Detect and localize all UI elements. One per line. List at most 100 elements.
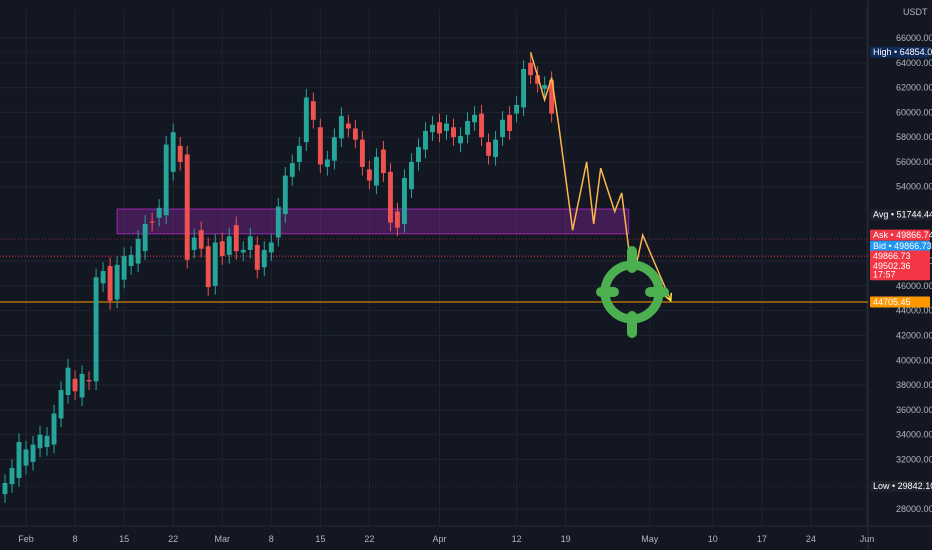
high-price-tag: High • 64854.00	[870, 46, 932, 58]
candle	[303, 88, 309, 151]
candle	[486, 133, 492, 165]
candle-body	[507, 114, 513, 131]
time-tick-label: May	[641, 534, 659, 544]
time-tick-label: Jun	[860, 534, 875, 544]
candle	[2, 474, 8, 503]
high-tag-bg	[870, 46, 930, 58]
candle	[479, 104, 484, 146]
candle	[401, 169, 407, 233]
candle	[128, 246, 134, 275]
price-tick-label: 32000.00	[896, 454, 932, 464]
candle-body	[387, 171, 393, 223]
candle	[352, 119, 358, 149]
bid-tag-bg	[870, 240, 930, 252]
candle	[493, 130, 499, 166]
time-tick-label: 24	[806, 534, 816, 544]
candle	[542, 76, 548, 98]
candle	[100, 262, 106, 293]
candle	[247, 227, 253, 259]
time-tick-label: Apr	[432, 534, 446, 544]
candle-body	[472, 114, 477, 123]
candle-body	[240, 249, 246, 253]
candle-body	[521, 68, 527, 108]
candle-body	[324, 159, 330, 167]
target-tag-text: 44705.45	[873, 297, 911, 307]
candle-body	[51, 413, 57, 445]
candle-body	[30, 444, 36, 462]
time-tick-label: 22	[364, 534, 374, 544]
target-price-tag: 44705.45	[870, 296, 930, 308]
horizontal-lines	[0, 51, 868, 487]
time-tick-label: Feb	[18, 534, 34, 544]
candle-body	[289, 163, 295, 177]
candle-body	[100, 271, 106, 284]
candle-body	[282, 175, 288, 215]
candle-body	[444, 123, 449, 131]
candle	[310, 92, 316, 129]
candle-body	[549, 80, 555, 114]
ask-tag-text: Ask • 49866.74	[873, 230, 932, 240]
high-tag-text: High • 64854.00	[873, 47, 932, 57]
target-crosshair-icon	[596, 246, 669, 338]
candle-body	[184, 154, 190, 260]
candle-body	[9, 468, 15, 485]
candle	[114, 256, 120, 309]
candle-body	[128, 254, 134, 267]
candle-body	[486, 142, 492, 156]
candle-body	[2, 482, 8, 495]
target-tag-bg	[870, 296, 930, 308]
time-tick-label: 17	[757, 534, 767, 544]
candle	[275, 197, 281, 247]
candle-body	[65, 367, 71, 395]
candle-body	[149, 221, 155, 223]
candle	[451, 118, 456, 146]
bid-tag-text: Bid • 49866.73	[873, 241, 932, 251]
candle	[86, 371, 92, 391]
candle	[500, 111, 506, 146]
candle	[37, 425, 43, 457]
price-tick-label: 36000.00	[896, 405, 932, 415]
candle-body	[247, 236, 253, 250]
time-tick-label: 22	[168, 534, 178, 544]
candle-body	[373, 156, 379, 186]
candle	[345, 114, 351, 138]
candle	[268, 233, 274, 262]
candle-body	[198, 230, 204, 249]
ask-tag-bg	[870, 229, 930, 241]
candle-body	[493, 139, 499, 157]
time-tick-label: 15	[119, 534, 129, 544]
timer-tag-text: 17:57	[873, 270, 896, 280]
price-tick-label: 58000.00	[896, 132, 932, 142]
candle	[44, 427, 50, 456]
time-axis: Feb 8 15 22 Mar 8 15 22 Apr 12 19 May 10 17 24 Jun	[18, 534, 874, 544]
candle	[254, 236, 260, 279]
candle-body	[37, 434, 43, 449]
candle-body	[430, 124, 435, 133]
candle-body	[44, 435, 50, 448]
price-tick-label: 64000.00	[896, 58, 932, 68]
candle-body	[163, 144, 169, 216]
candle-body	[500, 119, 506, 138]
candle-body	[310, 101, 316, 120]
currency-label[interactable]: USDT	[903, 7, 928, 17]
candle	[535, 66, 541, 93]
candle-body	[16, 442, 22, 479]
timer-price-tag: 17:57	[870, 269, 930, 281]
candle	[437, 113, 442, 143]
candle-body	[170, 132, 176, 172]
candle	[338, 107, 344, 148]
price-tick-label: 46000.00	[896, 281, 932, 291]
candle	[23, 440, 29, 475]
candle	[205, 237, 211, 296]
candle-body	[205, 246, 211, 288]
time-tick-label: 12	[512, 534, 522, 544]
candle-body	[317, 127, 323, 165]
ask-price-tag: Ask • 49866.74	[870, 229, 932, 241]
candle	[58, 381, 64, 428]
candle-body	[219, 241, 225, 257]
candle	[380, 140, 386, 182]
low-tag-bg	[870, 480, 930, 492]
